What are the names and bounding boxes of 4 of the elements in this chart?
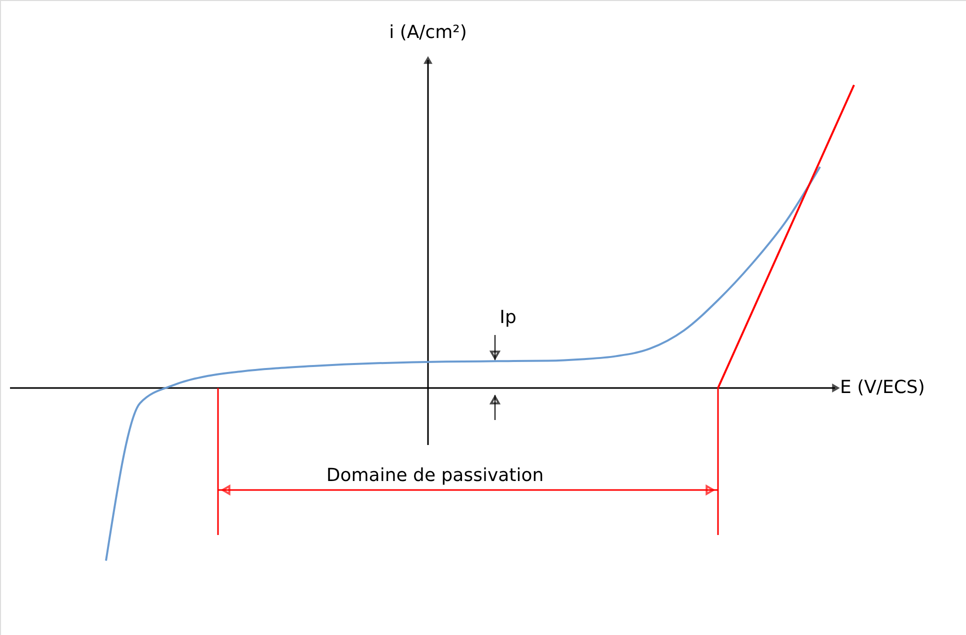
x-axis-title: E (V/ECS) [840,377,925,398]
y-axis-title: i (A/cm²) [389,22,467,43]
annotation: Domaine de passivation [326,465,544,486]
annotation: Ip [500,307,516,328]
